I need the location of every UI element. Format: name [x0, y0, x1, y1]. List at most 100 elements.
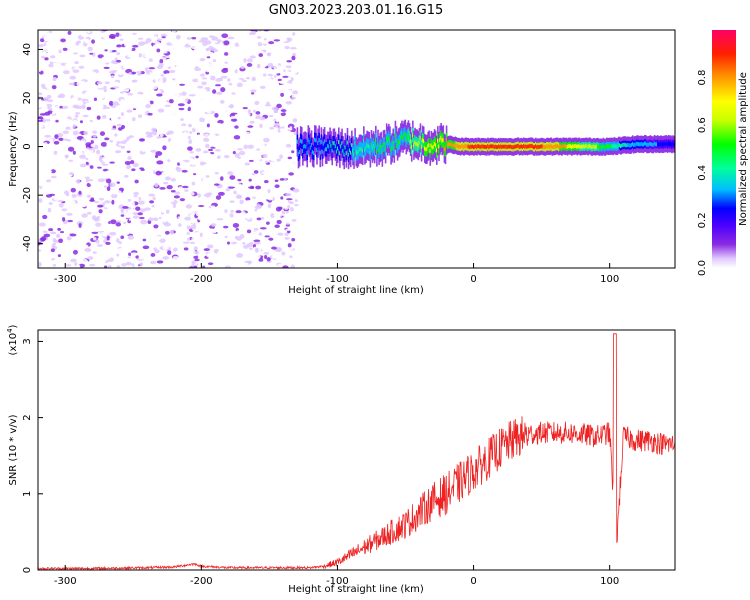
- colorbar-tick-label: 0.0: [697, 260, 708, 276]
- noise-speckle: [236, 230, 240, 236]
- noise-speckle: [257, 78, 261, 84]
- noise-speckle: [189, 131, 193, 135]
- ridge-core: [428, 143, 430, 147]
- noise-speckle: [263, 251, 270, 255]
- noise-speckle: [97, 244, 103, 247]
- noise-speckle: [121, 156, 127, 159]
- noise-speckle: [170, 216, 175, 220]
- noise-speckle: [114, 170, 120, 173]
- colorbar: 0.00.20.40.60.8 Normalized spectral ampl…: [697, 30, 749, 276]
- noise-speckle: [127, 171, 134, 174]
- noise-speckle: [79, 163, 87, 168]
- noise-speckle: [168, 173, 175, 178]
- noise-speckle: [253, 70, 261, 75]
- ridge-core: [381, 150, 384, 155]
- noise-speckle: [247, 222, 254, 226]
- noise-speckle: [169, 156, 173, 161]
- noise-speckle: [207, 222, 211, 227]
- noise-speckle: [85, 177, 90, 183]
- noise-speckle: [136, 141, 141, 145]
- noise-speckle: [161, 265, 168, 268]
- noise-speckle: [44, 57, 49, 61]
- noise-speckle: [39, 147, 46, 150]
- ridge-core: [626, 142, 629, 147]
- noise-speckle: [265, 207, 270, 211]
- ridge-core: [535, 144, 537, 149]
- ridge-core: [518, 145, 521, 149]
- noise-speckle: [265, 262, 271, 267]
- noise-speckle: [178, 46, 183, 50]
- noise-speckle: [169, 140, 173, 145]
- noise-speckle: [256, 208, 262, 214]
- noise-speckle: [148, 241, 154, 247]
- noise-speckle: [206, 123, 210, 128]
- noise-speckle: [65, 209, 72, 212]
- noise-speckle: [82, 258, 88, 264]
- noise-speckle: [259, 123, 263, 129]
- ridge-core: [584, 144, 586, 149]
- noise-speckle: [49, 32, 56, 38]
- noise-speckle: [211, 36, 219, 42]
- ridge-core: [429, 149, 432, 154]
- noise-speckle: [255, 185, 262, 190]
- noise-speckle: [114, 103, 120, 106]
- x-tick-label: -100: [326, 274, 349, 285]
- noise-speckle: [158, 216, 162, 219]
- noise-speckle: [235, 183, 242, 188]
- noise-speckle: [38, 198, 43, 203]
- noise-speckle: [97, 83, 103, 89]
- noise-speckle: [125, 136, 131, 140]
- noise-speckle: [106, 235, 110, 241]
- ridge-core: [300, 139, 303, 144]
- noise-speckle: [252, 109, 256, 113]
- ridge-core: [502, 144, 505, 149]
- noise-speckle: [156, 235, 161, 241]
- noise-speckle: [282, 183, 289, 188]
- noise-speckle: [231, 68, 235, 73]
- ridge-core: [629, 143, 632, 148]
- noise-speckle: [83, 199, 89, 202]
- noise-speckle: [183, 105, 189, 110]
- noise-speckle: [161, 154, 166, 159]
- noise-speckle: [151, 127, 157, 132]
- noise-speckle: [125, 215, 133, 219]
- noise-speckle: [63, 259, 70, 263]
- noise-speckle: [131, 52, 136, 55]
- ridge-core: [434, 143, 437, 148]
- noise-speckle: [117, 178, 122, 182]
- noise-speckle: [197, 254, 203, 259]
- ridge-core: [445, 138, 448, 143]
- noise-speckle: [46, 244, 54, 250]
- noise-speckle: [277, 89, 284, 95]
- ridge-core: [441, 138, 444, 143]
- noise-speckle: [248, 174, 253, 179]
- noise-speckle: [39, 244, 46, 248]
- noise-speckle: [38, 92, 43, 96]
- noise-speckle: [259, 46, 266, 51]
- ridge-core: [601, 145, 604, 150]
- ridge-core: [641, 142, 644, 147]
- noise-speckle: [276, 103, 282, 109]
- noise-speckle: [260, 36, 265, 42]
- noise-speckle: [170, 39, 176, 45]
- noise-speckle: [244, 119, 249, 125]
- noise-speckle: [152, 202, 158, 206]
- ridge-core: [476, 145, 478, 150]
- noise-speckle: [122, 30, 129, 35]
- noise-speckle: [64, 118, 72, 124]
- ridge-core: [395, 138, 398, 143]
- noise-speckle: [289, 211, 295, 217]
- noise-speckle: [206, 56, 211, 59]
- noise-speckle: [142, 198, 146, 201]
- noise-speckle: [83, 131, 88, 136]
- ridge-core: [365, 146, 367, 151]
- noise-speckle: [104, 81, 110, 85]
- noise-speckle: [47, 164, 51, 169]
- noise-speckle: [95, 159, 101, 164]
- ridge-core: [500, 144, 502, 149]
- noise-speckle: [58, 137, 64, 142]
- noise-speckle: [205, 233, 212, 238]
- noise-speckle: [123, 41, 128, 47]
- ridge-core: [634, 142, 636, 147]
- ridge-core: [368, 144, 371, 149]
